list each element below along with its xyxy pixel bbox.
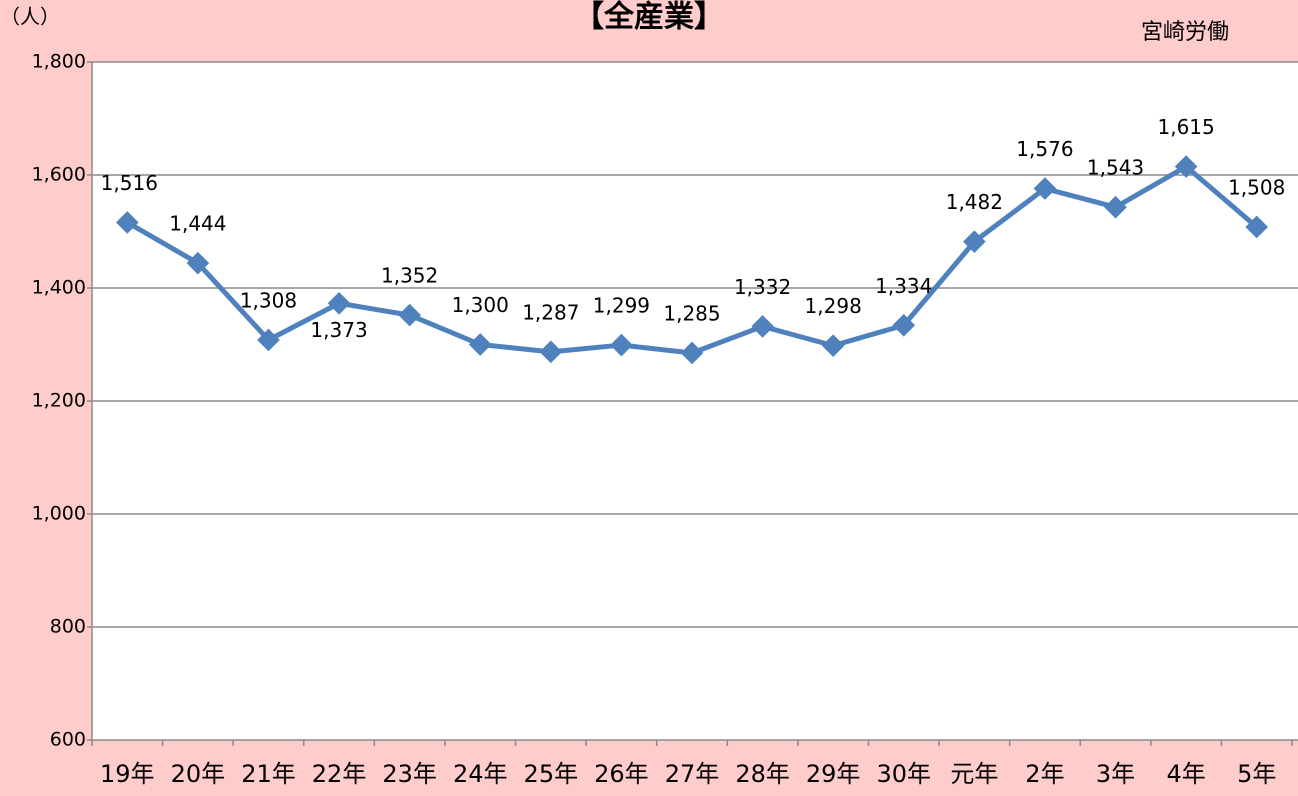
y-tick-label: 1,400 xyxy=(32,277,86,299)
x-tick-label: 22年 xyxy=(312,760,367,788)
data-label: 1,482 xyxy=(946,190,1003,214)
x-tick-label: 2年 xyxy=(1025,760,1064,788)
y-tick-label: 1,200 xyxy=(32,390,86,412)
data-label: 1,299 xyxy=(593,294,650,318)
data-label: 1,615 xyxy=(1157,115,1214,139)
data-label: 1,444 xyxy=(169,212,226,236)
x-tick-label: 29年 xyxy=(806,760,861,788)
data-label: 1,308 xyxy=(240,288,297,312)
x-tick-label: 元年 xyxy=(950,760,998,788)
y-tick-label: 600 xyxy=(50,729,86,751)
marker xyxy=(115,211,139,234)
data-label: 1,334 xyxy=(875,274,932,298)
marker xyxy=(821,334,845,357)
x-tick-label: 4年 xyxy=(1166,760,1205,788)
marker xyxy=(539,340,563,364)
marker xyxy=(398,303,421,327)
data-label: 1,287 xyxy=(522,300,579,324)
marker xyxy=(327,291,351,315)
x-tick-label: 30年 xyxy=(876,760,931,788)
x-tick-label: 27年 xyxy=(665,760,720,788)
data-label: 1,516 xyxy=(101,171,158,195)
data-label: 1,352 xyxy=(381,264,438,288)
marker xyxy=(892,313,916,337)
y-tick-label: 1,800 xyxy=(32,51,86,73)
data-label: 1,543 xyxy=(1087,156,1144,180)
y-tick-label: 1,000 xyxy=(32,503,86,525)
marker xyxy=(257,328,280,352)
data-label: 1,285 xyxy=(663,301,720,325)
x-tick-label: 21年 xyxy=(241,760,296,788)
y-tick-label: 800 xyxy=(50,616,86,638)
chart-title: 【全産業】 xyxy=(574,0,724,35)
y-unit: （人） xyxy=(0,5,60,29)
data-label: 1,373 xyxy=(310,318,367,342)
x-tick-label: 5年 xyxy=(1237,760,1276,788)
data-label: 1,332 xyxy=(734,275,791,299)
marker xyxy=(610,333,633,357)
x-tick-label: 25年 xyxy=(524,760,579,788)
x-tick-label: 26年 xyxy=(594,760,649,788)
marker xyxy=(468,333,492,356)
marker xyxy=(186,251,210,275)
x-tick-label: 24年 xyxy=(453,760,508,788)
data-label: 1,300 xyxy=(452,293,509,317)
data-label: 1,576 xyxy=(1016,137,1073,161)
x-tick-label: 3年 xyxy=(1096,760,1135,788)
annotation: 宮崎労働 xyxy=(1141,20,1229,45)
y-tick-label: 1,600 xyxy=(32,164,86,186)
marker xyxy=(680,341,704,365)
x-tick-label: 23年 xyxy=(382,760,437,788)
marker xyxy=(751,315,774,338)
x-tick-label: 20年 xyxy=(171,760,226,788)
x-tick-label: 28年 xyxy=(735,760,790,788)
data-label: 1,298 xyxy=(805,294,862,318)
x-tick-label: 19年 xyxy=(100,760,155,788)
data-label: 1,508 xyxy=(1228,175,1285,199)
